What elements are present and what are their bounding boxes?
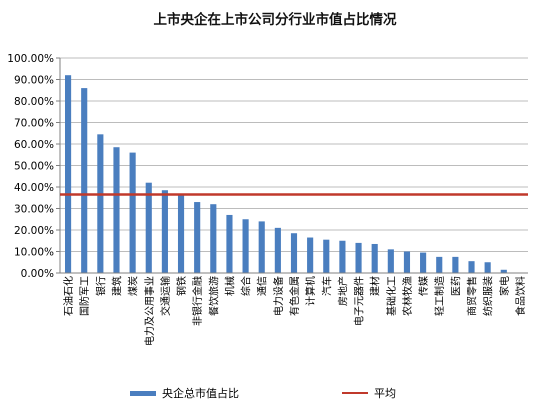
x-tick-label: 非银行金融 bbox=[191, 276, 204, 326]
bar bbox=[420, 252, 427, 273]
bar bbox=[242, 219, 249, 273]
legend-label-share: 央企总市值占比 bbox=[162, 387, 239, 400]
bar bbox=[97, 134, 104, 273]
bar bbox=[323, 239, 330, 273]
x-tick-label: 国防军工 bbox=[78, 276, 91, 316]
bar bbox=[500, 269, 507, 273]
x-tick-label: 汽车 bbox=[320, 276, 333, 296]
bar bbox=[484, 262, 491, 273]
bar bbox=[355, 242, 362, 273]
y-tick-label: 50.00% bbox=[14, 161, 54, 173]
bar bbox=[113, 147, 120, 273]
y-tick-label: 20.00% bbox=[14, 225, 54, 237]
x-tick-label: 农林牧渔 bbox=[401, 276, 414, 316]
y-tick-label: 10.00% bbox=[14, 247, 54, 259]
x-tick-label: 医药 bbox=[450, 276, 462, 296]
x-tick-label: 电子元器件 bbox=[353, 276, 366, 326]
bar bbox=[436, 256, 443, 273]
bar bbox=[387, 249, 394, 273]
legend-swatch-share bbox=[130, 390, 156, 396]
bar bbox=[468, 261, 475, 273]
legend-item-share: 央企总市值占比 bbox=[130, 385, 239, 401]
x-tick-label: 通信 bbox=[257, 276, 269, 296]
bar bbox=[274, 227, 281, 273]
bars bbox=[65, 75, 507, 273]
x-tick-label: 纺织服装 bbox=[482, 276, 495, 316]
legend-item-average: 平均 bbox=[342, 385, 396, 401]
x-axis-ticks: 石油石化 国防军工 银行 建筑 煤炭 电力及公用事业 交通运输 钢铁 非银行金融 餐饮旅游 机械 综合… bbox=[62, 276, 527, 346]
legend-label-average: 平均 bbox=[374, 387, 396, 400]
bar bbox=[81, 88, 88, 273]
x-tick-label: 传媒 bbox=[418, 276, 430, 296]
chart-title: 上市央企在上市公司分行业市值占比情况 bbox=[153, 12, 397, 28]
x-tick-label: 建筑 bbox=[110, 276, 123, 296]
x-tick-label: 基础化工 bbox=[385, 276, 398, 316]
x-tick-label: 石油石化 bbox=[62, 276, 75, 316]
x-tick-label: 机械 bbox=[223, 276, 236, 296]
x-tick-label: 交通运输 bbox=[159, 276, 172, 316]
bar bbox=[258, 221, 265, 273]
bar bbox=[307, 237, 314, 273]
bar bbox=[161, 190, 168, 273]
x-tick-label: 银行 bbox=[94, 276, 107, 296]
y-tick-label: 70.00% bbox=[14, 118, 54, 130]
bar bbox=[177, 194, 185, 273]
bar bbox=[452, 256, 459, 273]
y-tick-label: 30.00% bbox=[14, 204, 54, 216]
bar bbox=[339, 240, 346, 273]
bar bbox=[210, 204, 217, 273]
legend-swatch-average bbox=[342, 392, 368, 394]
y-tick-label: 80.00% bbox=[14, 96, 54, 108]
bar bbox=[129, 152, 136, 273]
y-tick-label: 60.00% bbox=[14, 139, 54, 151]
x-tick-label: 轻工制造 bbox=[433, 276, 446, 316]
bar bbox=[226, 214, 233, 273]
bar bbox=[371, 243, 378, 273]
y-axis-ticks: 0.00% 10.00% 20.00% 30.00% 40.00% 50.00% 60.00… bbox=[7, 53, 60, 280]
bar bbox=[145, 182, 152, 273]
x-tick-label: 电力及公用事业 bbox=[143, 276, 156, 346]
x-tick-label: 家电 bbox=[498, 276, 511, 296]
bar bbox=[403, 251, 411, 273]
y-tick-label: 90.00% bbox=[14, 75, 54, 87]
y-tick-label: 0.00% bbox=[21, 268, 54, 280]
axes bbox=[59, 58, 528, 274]
x-tick-label: 煤炭 bbox=[127, 276, 140, 296]
x-tick-label: 综合 bbox=[240, 276, 253, 296]
y-tick-label: 100.00% bbox=[7, 53, 54, 65]
x-tick-label: 电力设备 bbox=[272, 276, 285, 316]
bar bbox=[65, 75, 72, 273]
bar bbox=[194, 202, 201, 273]
x-tick-label: 有色金属 bbox=[288, 276, 301, 316]
x-tick-label: 计算机 bbox=[304, 276, 317, 306]
x-tick-label: 钢铁 bbox=[175, 276, 188, 296]
x-tick-label: 建材 bbox=[369, 276, 382, 296]
x-tick-label: 食品饮料 bbox=[514, 276, 527, 316]
bar bbox=[290, 233, 298, 273]
x-tick-label: 房地产 bbox=[336, 276, 349, 306]
x-tick-label: 餐饮旅游 bbox=[207, 276, 220, 316]
x-tick-label: 商贸零售 bbox=[466, 276, 479, 316]
y-tick-label: 40.00% bbox=[14, 182, 54, 194]
